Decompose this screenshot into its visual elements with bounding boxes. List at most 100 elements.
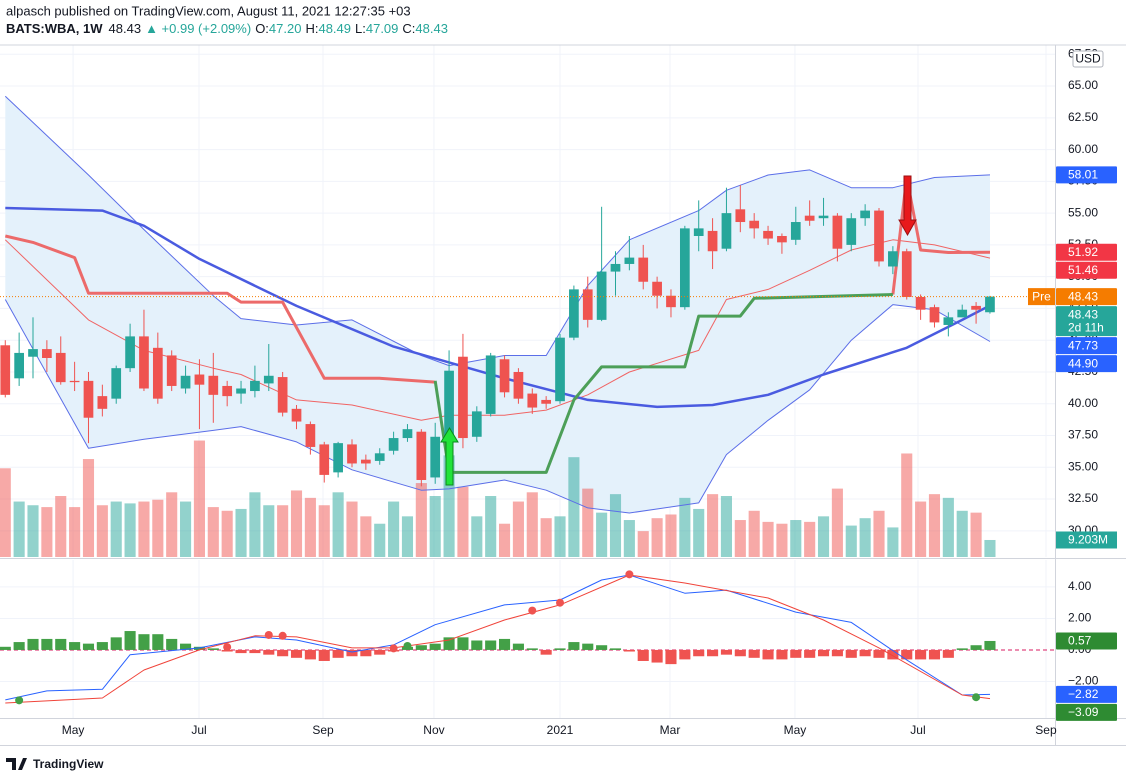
volume-bar [901, 453, 913, 557]
candle-body [347, 444, 357, 464]
x-tick-label: Sep [312, 723, 334, 737]
histogram-bar [637, 649, 649, 661]
cross-dot [556, 598, 565, 607]
histogram-bar [859, 649, 871, 657]
histogram-bar [138, 634, 150, 650]
candle-body [42, 349, 52, 358]
histogram-bar [804, 649, 816, 658]
histogram-bar [928, 649, 941, 660]
histogram-bar [693, 649, 705, 657]
volume-bar [346, 501, 358, 557]
candle-body [499, 359, 510, 393]
x-tick-label: Jul [910, 723, 925, 737]
tag-box [1056, 685, 1117, 703]
candle-body [291, 408, 302, 422]
candle-body [513, 371, 524, 399]
candle-body [485, 355, 496, 414]
histogram-bar [707, 649, 719, 657]
histogram-bar [277, 649, 289, 657]
y-tick-label: 55.00 [1068, 205, 1098, 219]
cross-dot [625, 570, 634, 579]
x-tick-label: Sep [1035, 723, 1057, 737]
volume-bar [790, 520, 802, 557]
histogram-bar [332, 649, 344, 658]
ohlc-key: O: [255, 21, 269, 36]
candle-body [55, 352, 66, 383]
histogram-bar [485, 640, 497, 650]
volume-bar [318, 505, 330, 557]
volume-bar [859, 518, 871, 557]
volume-bar [970, 512, 982, 557]
x-tick-label: Jul [191, 723, 206, 737]
candle-body [915, 296, 926, 310]
band-upper [4, 95, 991, 367]
candle-body [749, 220, 760, 229]
volume-bar [235, 508, 247, 557]
volume-bar [804, 521, 816, 557]
volume-bar [263, 505, 275, 557]
candle-body [804, 215, 815, 221]
histogram-bar [498, 638, 511, 650]
histogram-bar [82, 643, 95, 650]
candle-body [333, 443, 343, 473]
candle-body [361, 459, 371, 464]
sell-arrow [898, 175, 917, 237]
volume-bar [679, 497, 691, 557]
candle-body [818, 215, 829, 219]
candle-body [943, 317, 954, 325]
candle-body [527, 393, 538, 408]
volume-bar [817, 516, 830, 557]
volume-bar [498, 523, 511, 557]
tag-label: −3.09 [1068, 705, 1099, 719]
candle-body [444, 370, 454, 436]
volume-bar [401, 516, 414, 557]
tag-label: −2.82 [1068, 687, 1099, 701]
volume-bar [207, 507, 219, 557]
volume-bar [193, 440, 205, 557]
candle-body [596, 271, 607, 320]
y-tick-label: 32.50 [1068, 491, 1098, 505]
candle-body [194, 374, 205, 385]
volume-bar [277, 505, 289, 557]
volume-bar [249, 492, 261, 557]
histogram-bar [110, 637, 122, 650]
histogram-bar [290, 649, 303, 658]
tag-box [1056, 166, 1117, 184]
candle-body [277, 377, 288, 413]
volume-bar [360, 516, 372, 557]
volume-bar [748, 510, 760, 557]
candle-body [846, 218, 857, 245]
ohlc-value: 48.49 [318, 21, 351, 36]
currency-box [1072, 50, 1104, 68]
histogram-bar [665, 649, 677, 665]
cross-dot [972, 693, 981, 702]
volume-bar [110, 501, 122, 557]
volume-bar [0, 468, 11, 557]
candle-body [666, 295, 676, 308]
x-tick-label: 2021 [547, 723, 574, 737]
volume-bar [526, 492, 538, 557]
band-fill [5, 96, 991, 513]
volume-bar [942, 497, 954, 557]
histogram-bar [207, 648, 219, 650]
histogram-bar [831, 649, 843, 657]
tag-label: 51.92 [1068, 245, 1098, 259]
y-tick-label: 35.00 [1068, 459, 1098, 473]
candle-body [236, 388, 246, 394]
volume-bar [443, 455, 455, 557]
histogram-bar [942, 649, 954, 658]
candle-body [416, 431, 427, 480]
candle-body [763, 230, 773, 239]
histogram-bar [984, 640, 996, 650]
candle-body [402, 429, 413, 439]
histogram-bar [817, 649, 830, 657]
histogram-bar [734, 649, 746, 657]
histogram-bar [748, 649, 760, 658]
histogram-bar [166, 638, 178, 650]
histogram-bar [845, 649, 857, 658]
logo-mark [6, 758, 27, 770]
histogram-bar [651, 649, 663, 663]
histogram-bar [180, 643, 192, 650]
y-tick-label: 60.00 [1068, 142, 1098, 156]
